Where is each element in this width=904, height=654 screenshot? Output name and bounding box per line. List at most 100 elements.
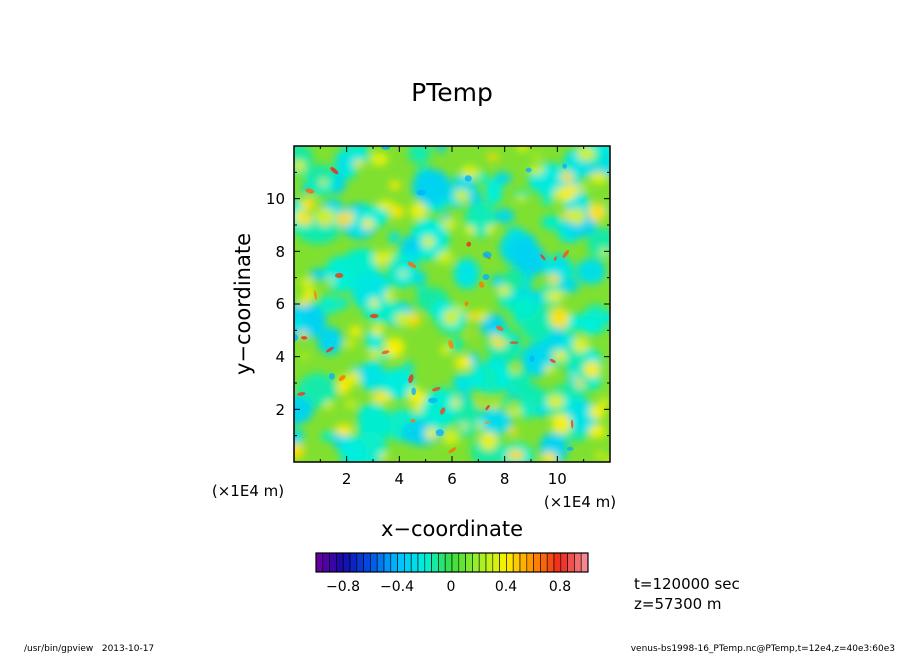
field-cell xyxy=(575,379,584,388)
field-cell xyxy=(452,373,476,394)
field-cell xyxy=(516,195,526,202)
field-cell xyxy=(453,258,480,290)
time-label: t=120000 sec xyxy=(634,575,740,593)
field-cell xyxy=(562,210,572,220)
field-cell xyxy=(409,202,427,220)
colorbar-segment xyxy=(363,552,371,573)
field-cell xyxy=(294,318,304,328)
field-cell xyxy=(335,424,353,436)
field-cell xyxy=(347,370,361,386)
chart-title: PTemp xyxy=(411,78,493,107)
colorbar-segment xyxy=(574,552,582,573)
field-cell xyxy=(464,175,472,182)
field-cell xyxy=(389,180,401,190)
colorbar-segment xyxy=(451,552,460,573)
colorbar-segment xyxy=(397,552,405,573)
field-cell xyxy=(477,400,487,406)
field-cell xyxy=(348,150,367,162)
field-cell xyxy=(494,171,512,185)
field-cell xyxy=(509,371,532,396)
field-cell xyxy=(483,367,496,381)
field-cell xyxy=(478,281,485,288)
field-cell xyxy=(590,171,608,185)
x-tick-label: 8 xyxy=(500,470,510,488)
colorbar-segment xyxy=(444,552,453,573)
colorbar-segment xyxy=(519,552,528,573)
field-cell xyxy=(482,251,492,259)
field-cell xyxy=(506,449,525,461)
colorbar-tick-label: 0.8 xyxy=(549,579,571,595)
colorbar-segment xyxy=(390,552,398,573)
x-unit-label: (×1E4 m) xyxy=(544,493,616,511)
x-tick-label: 6 xyxy=(447,470,457,488)
field-cell xyxy=(545,364,555,374)
field-cell xyxy=(371,392,392,403)
colorbar-segment xyxy=(376,552,385,573)
y-tick-labels: 2 4 6 8 10 xyxy=(266,190,285,419)
field-cell xyxy=(482,273,490,280)
field-cell xyxy=(490,274,504,288)
field-cell xyxy=(525,167,532,173)
field-cell xyxy=(454,189,469,202)
field-cell xyxy=(338,375,346,382)
field-cell xyxy=(449,337,465,353)
colorbar-tick-label: 0.4 xyxy=(495,579,517,595)
field-cell xyxy=(451,398,460,408)
field-cell xyxy=(412,270,427,286)
field-cell xyxy=(588,424,606,439)
field-cell xyxy=(466,241,472,247)
field-cell xyxy=(369,313,379,319)
field-cell xyxy=(436,251,453,264)
field-cell xyxy=(480,313,507,338)
field-cell xyxy=(541,215,564,230)
colorbar-segment xyxy=(465,552,473,573)
field-cell xyxy=(440,344,451,356)
field-cell xyxy=(353,160,365,167)
colorbar-segment xyxy=(478,552,487,573)
field-cell xyxy=(533,154,541,159)
field-cell xyxy=(572,374,579,380)
field-cell xyxy=(509,296,538,318)
colorbar-frame xyxy=(315,552,589,573)
field-cell xyxy=(487,153,500,161)
field-cell xyxy=(553,256,557,261)
field-cell xyxy=(371,324,384,336)
field-cell xyxy=(454,306,465,312)
field-cell xyxy=(344,400,357,408)
field-cell xyxy=(381,146,391,150)
field-cell xyxy=(454,356,472,369)
field-cell xyxy=(343,248,382,274)
field-cell xyxy=(568,208,586,225)
y-tick-label: 4 xyxy=(275,348,285,366)
colorbar-segment xyxy=(499,552,507,573)
field-cell xyxy=(566,399,599,433)
field-cell xyxy=(562,163,567,169)
field-cell xyxy=(496,325,504,331)
field-cell xyxy=(294,160,305,172)
field-cell xyxy=(570,419,574,429)
field-cell xyxy=(298,372,338,408)
field-cell xyxy=(517,146,529,152)
field-cell xyxy=(490,333,498,342)
field-cell xyxy=(485,177,503,206)
colorbar-segment xyxy=(342,552,351,573)
colorbar-segment xyxy=(404,552,412,573)
field-cell xyxy=(408,146,431,165)
field-cell xyxy=(317,326,344,355)
field-cell xyxy=(464,226,476,234)
field-cell xyxy=(368,349,382,358)
field-cell xyxy=(484,378,498,391)
field-cell xyxy=(313,290,318,300)
field-cell xyxy=(577,185,588,191)
field-cell xyxy=(411,169,452,205)
field-cell xyxy=(320,179,327,186)
field-cell xyxy=(497,285,511,295)
y-tick-label: 10 xyxy=(266,190,285,208)
field-cell xyxy=(339,436,366,462)
field-cell xyxy=(588,202,606,222)
axis-ticks xyxy=(294,146,610,462)
field-cell xyxy=(511,366,519,374)
field-cell xyxy=(330,167,339,175)
field-cell xyxy=(394,312,412,326)
y-tick-label: 2 xyxy=(275,401,285,419)
